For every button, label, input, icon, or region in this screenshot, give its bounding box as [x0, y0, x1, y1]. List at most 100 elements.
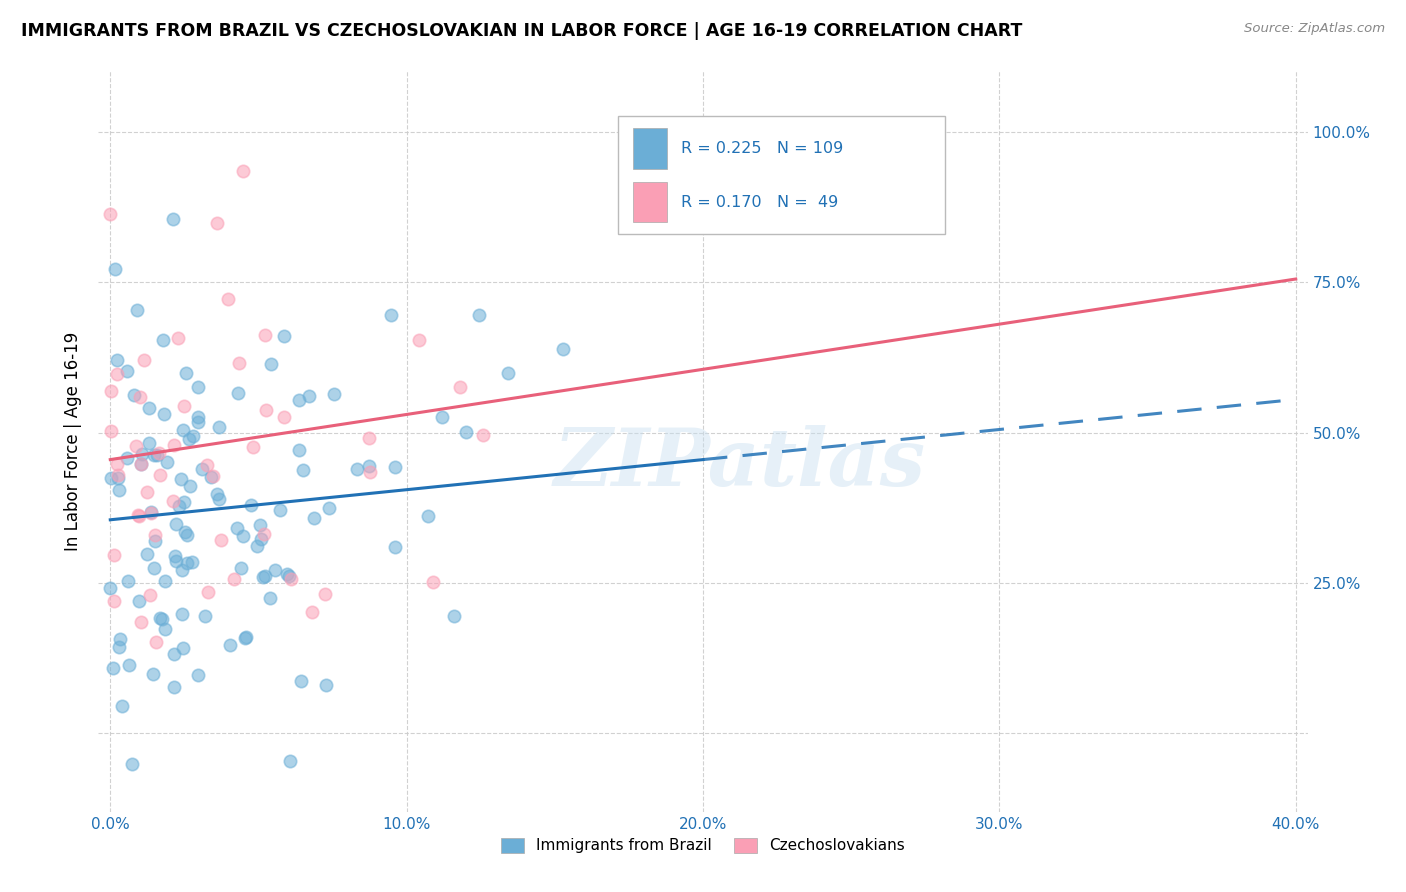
- Point: [108, 632, 131, 646]
- Point: [318, 500, 340, 515]
- Point: [240, 498, 263, 512]
- Point: [145, 448, 167, 462]
- Text: R = 0.225   N = 109: R = 0.225 N = 109: [682, 141, 844, 156]
- Point: [384, 460, 406, 475]
- Point: [218, 638, 240, 652]
- Point: [155, 623, 177, 637]
- Point: [115, 450, 138, 465]
- Point: [129, 457, 152, 471]
- Point: [128, 390, 150, 404]
- FancyBboxPatch shape: [633, 182, 666, 222]
- Point: [162, 212, 184, 227]
- Point: [208, 419, 231, 434]
- Point: [100, 582, 122, 596]
- Point: [118, 658, 141, 673]
- Point: [195, 458, 218, 472]
- Point: [322, 387, 344, 401]
- Point: [422, 574, 444, 589]
- Point: [103, 594, 125, 608]
- Point: [250, 533, 273, 547]
- Point: [260, 357, 283, 371]
- Point: [100, 471, 122, 485]
- Point: [139, 505, 162, 519]
- Point: [193, 609, 215, 624]
- Point: [174, 524, 197, 539]
- Point: [232, 529, 254, 543]
- Point: [315, 678, 337, 692]
- Point: [143, 448, 166, 462]
- Point: [217, 293, 239, 307]
- Point: [346, 462, 368, 476]
- Point: [304, 511, 326, 525]
- Point: [104, 261, 127, 276]
- Point: [468, 308, 491, 322]
- Point: [252, 570, 274, 584]
- Point: [187, 380, 209, 394]
- Point: [263, 563, 285, 577]
- Point: [292, 463, 315, 477]
- Point: [380, 308, 402, 322]
- Point: [105, 352, 128, 367]
- Point: [170, 563, 193, 577]
- Point: [121, 756, 143, 771]
- Point: [125, 439, 148, 453]
- Point: [129, 615, 152, 629]
- FancyBboxPatch shape: [619, 116, 945, 235]
- Text: IMMIGRANTS FROM BRAZIL VS CZECHOSLOVAKIAN IN LABOR FORCE | AGE 16-19 CORRELATION: IMMIGRANTS FROM BRAZIL VS CZECHOSLOVAKIA…: [21, 22, 1022, 40]
- Point: [149, 468, 172, 483]
- Point: [443, 608, 465, 623]
- Point: [165, 549, 187, 563]
- Point: [107, 468, 129, 483]
- Point: [551, 342, 574, 356]
- Point: [174, 366, 197, 380]
- Point: [200, 470, 222, 484]
- Point: [131, 447, 153, 461]
- Point: [231, 561, 253, 575]
- Point: [128, 594, 150, 608]
- Point: [165, 553, 187, 567]
- Point: [359, 431, 381, 445]
- Point: [105, 368, 128, 382]
- Point: [115, 364, 138, 378]
- Point: [128, 509, 150, 524]
- Point: [153, 574, 176, 588]
- Point: [496, 367, 519, 381]
- Point: [228, 355, 250, 369]
- Point: [143, 533, 166, 548]
- Point: [235, 630, 257, 644]
- Point: [226, 386, 249, 401]
- Point: [205, 215, 228, 229]
- Point: [138, 436, 160, 450]
- Point: [288, 393, 311, 408]
- Point: [249, 517, 271, 532]
- Point: [472, 427, 495, 442]
- Point: [143, 561, 166, 575]
- Point: [152, 334, 174, 348]
- Point: [170, 607, 193, 621]
- Point: [449, 379, 471, 393]
- Point: [131, 457, 153, 471]
- Point: [280, 572, 302, 586]
- Point: [172, 641, 194, 656]
- Point: [103, 549, 125, 563]
- Point: [191, 462, 214, 476]
- Point: [163, 680, 186, 694]
- Y-axis label: In Labor Force | Age 16-19: In Labor Force | Age 16-19: [65, 332, 83, 551]
- Point: [176, 556, 198, 570]
- Point: [143, 528, 166, 542]
- Point: [181, 555, 204, 569]
- Point: [107, 471, 129, 485]
- Point: [179, 478, 201, 492]
- Point: [117, 574, 139, 589]
- Point: [142, 667, 165, 681]
- Point: [273, 329, 295, 343]
- Point: [454, 425, 477, 439]
- Point: [416, 509, 439, 524]
- Point: [277, 569, 299, 583]
- Point: [205, 487, 228, 501]
- Point: [430, 409, 453, 424]
- Point: [290, 673, 312, 688]
- Point: [408, 333, 430, 347]
- Point: [98, 207, 121, 221]
- Point: [187, 667, 209, 681]
